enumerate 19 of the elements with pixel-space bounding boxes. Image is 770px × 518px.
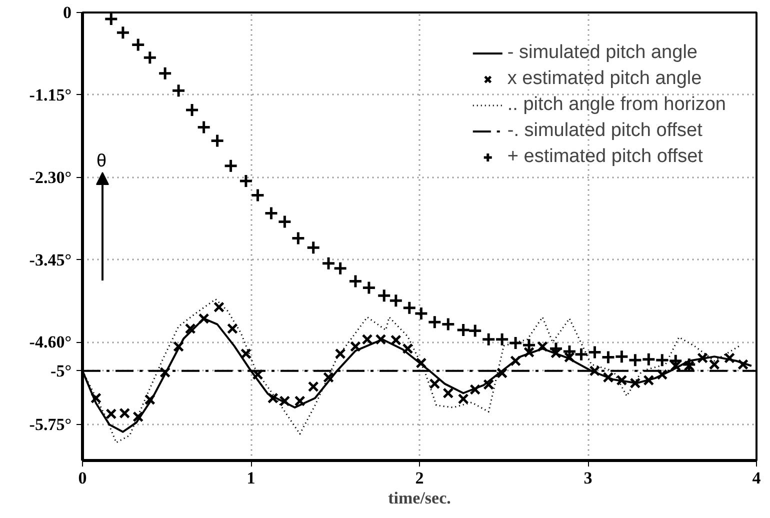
x-axis-title: time/sec. [388, 488, 451, 508]
legend-label: .. pitch angle from horizon [507, 94, 726, 116]
y-tick-label: -3.45° [29, 250, 72, 270]
y-tick-label: 0 [63, 3, 72, 22]
y-tick-label: -1.15° [29, 85, 72, 104]
y-tick-label: -5° [50, 361, 72, 380]
x-tick-label: 1 [246, 468, 256, 488]
y-tick-label: -4.60° [29, 332, 72, 352]
legend-label: - simulated pitch angle [507, 42, 698, 64]
y-tick-label: -2.30° [29, 168, 72, 187]
y-tick-label: -5.75° [29, 415, 72, 434]
annotation: θ [96, 150, 107, 170]
x-tick-label: 4 [752, 468, 762, 488]
x-tick-label: 3 [584, 468, 592, 488]
x-tick-label: 2 [415, 468, 424, 488]
x-tick-label: 0 [78, 468, 87, 488]
legend-label: + estimated pitch offset [507, 146, 703, 168]
legend-label: x estimated pitch angle [507, 68, 702, 90]
legend-label: -. simulated pitch offset [507, 120, 702, 142]
